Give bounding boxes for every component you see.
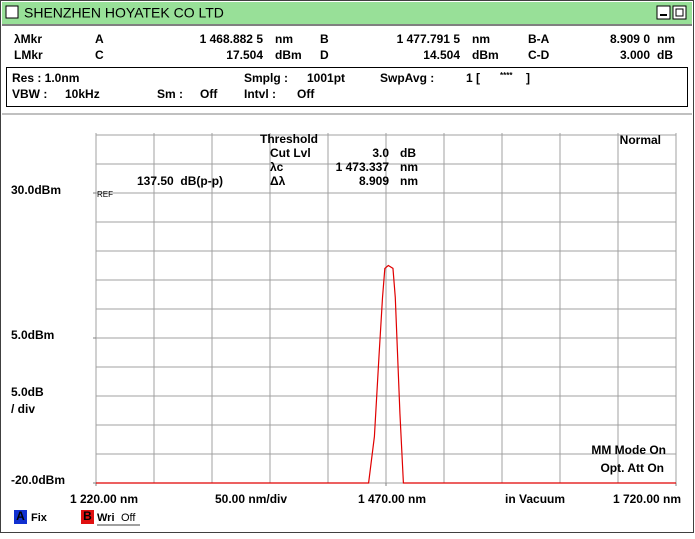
marker-field: dB <box>657 48 673 62</box>
analysis-unit: dB <box>400 146 416 160</box>
analysis-label: Cut Lvl <box>270 146 311 160</box>
analysis-value: 3.0 <box>372 146 389 160</box>
x-tick-label: 1 220.00 nm <box>70 492 138 506</box>
marker-field: nm <box>472 32 490 46</box>
trace-mode: Wri <box>97 512 115 524</box>
setting-field: Sm : <box>157 87 183 101</box>
setting-field: 1001pt <box>307 71 345 85</box>
setting-field: Intvl : <box>244 87 276 101</box>
trace-id: B <box>83 509 92 523</box>
setting-field: Off <box>200 87 218 101</box>
setting-field: VBW : <box>12 87 47 101</box>
peak-to-peak: 137.50 dB(p-p) <box>137 174 223 188</box>
trace-b-badge[interactable] <box>81 510 94 524</box>
status-label: MM Mode On <box>591 443 666 457</box>
marker-field: C-D <box>528 48 550 62</box>
setting-field: Smplg : <box>244 71 288 85</box>
minimize-button[interactable] <box>656 5 671 20</box>
analysis-value: 1 473.337 <box>336 160 390 174</box>
marker-field: A <box>95 32 104 46</box>
status-label: Opt. Att On <box>600 461 664 475</box>
x-div-label: 50.00 nm/div <box>215 492 287 506</box>
window-title: SHENZHEN HOYATEK CO LTD <box>24 5 224 21</box>
marker-field: 14.504 <box>423 48 460 62</box>
analysis-label: λc <box>270 160 284 174</box>
maximize-button[interactable] <box>672 5 687 20</box>
marker-field: 3.000 <box>620 48 650 62</box>
marker-field: 1 477.791 5 <box>397 32 461 46</box>
marker-field: B <box>320 32 329 46</box>
analysis-label: Δλ <box>270 174 286 188</box>
marker-field: λMkr <box>14 32 42 46</box>
trace-mode: Fix <box>31 512 48 524</box>
setting-field: **** <box>500 71 513 80</box>
analysis-unit: nm <box>400 160 418 174</box>
ref-label: REF <box>97 190 113 199</box>
maximize-icon <box>675 8 684 17</box>
y-div-label: 5.0dB <box>11 385 44 399</box>
marker-field: dBm <box>275 48 302 62</box>
y-tick-label: 5.0dBm <box>11 328 54 342</box>
setting-field: Off <box>297 87 315 101</box>
marker-field: D <box>320 48 329 62</box>
marker-field: 17.504 <box>226 48 263 62</box>
y-div-label: / div <box>11 402 35 416</box>
marker-field: nm <box>657 32 675 46</box>
marker-field: LMkr <box>14 48 43 62</box>
setting-field: 10kHz <box>65 87 100 101</box>
trace-line <box>96 264 676 484</box>
y-tick-label: 30.0dBm <box>11 183 61 197</box>
mode-label: Normal <box>620 133 661 147</box>
marker-field: dBm <box>472 48 499 62</box>
x-tick-label: 1 470.00 nm <box>358 492 426 506</box>
y-tick-label: -20.0dBm <box>11 473 65 487</box>
setting-field: Res : 1.0nm <box>12 71 79 85</box>
app-icon <box>5 5 19 19</box>
analysis-title: Threshold <box>260 132 318 146</box>
settings-box <box>6 67 688 107</box>
x-note: in Vacuum <box>505 492 565 506</box>
analysis-unit: nm <box>400 174 418 188</box>
marker-field: 8.909 0 <box>610 32 650 46</box>
minimize-icon <box>660 14 667 16</box>
marker-field: B-A <box>528 32 550 46</box>
marker-field: C <box>95 48 104 62</box>
analysis-value: 8.909 <box>359 174 389 188</box>
marker-field: nm <box>275 32 293 46</box>
trace-id: A <box>16 509 25 523</box>
title-bar <box>2 2 692 24</box>
trace-state: Off <box>121 512 136 524</box>
x-tick-label: 1 720.00 nm <box>613 492 681 506</box>
trace-a-badge[interactable] <box>14 510 27 524</box>
setting-field: ] <box>526 71 530 85</box>
setting-field: 1 [ <box>466 71 480 85</box>
setting-field: SwpAvg : <box>380 71 434 85</box>
marker-field: 1 468.882 5 <box>200 32 264 46</box>
